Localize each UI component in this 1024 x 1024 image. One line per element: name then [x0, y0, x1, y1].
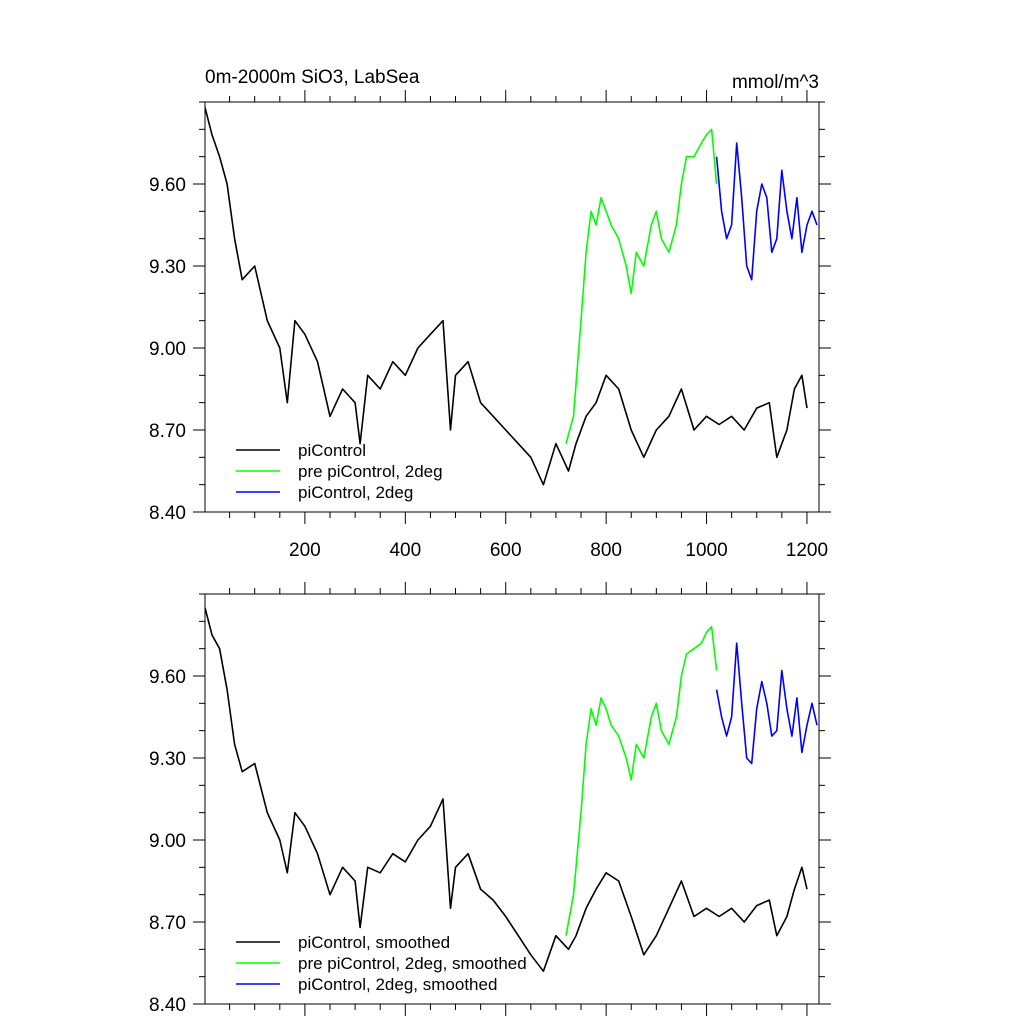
chart-title: 0m-2000m SiO3, LabSea [205, 67, 420, 88]
y-tick-label: 9.00 [149, 339, 186, 360]
legend: piControl pre piControl, 2deg piControl, 2… [236, 441, 443, 502]
plot-frame [204, 101, 820, 513]
chart-panel-bottom: 8.40 8.70 9.00 9.30 9.60 piControl, smoothed… [149, 582, 831, 1016]
x-tick-label: 1200 [786, 540, 828, 561]
series-lines [205, 607, 818, 972]
axis-ticks [193, 90, 831, 524]
y-tick-labels: 8.40 8.70 9.00 9.30 9.60 [149, 175, 186, 524]
y-tick-label: 8.70 [149, 421, 186, 442]
y-tick-label: 8.70 [149, 913, 186, 934]
legend-label: piControl, 2deg, smoothed [298, 975, 497, 994]
x-tick-label: 800 [590, 540, 622, 561]
axis-ticks [193, 582, 831, 1016]
x-tick-label: 200 [289, 540, 321, 561]
legend-label: piControl [298, 441, 366, 460]
y-tick-label: 8.40 [149, 995, 186, 1016]
legend-label: pre piControl, 2deg, smoothed [298, 954, 527, 973]
series-line-picontrol [205, 107, 808, 486]
plot-frame [204, 593, 820, 1005]
series-line-picontrol-2deg [715, 142, 818, 281]
series-line-picontrol-2deg-smoothed [715, 642, 818, 765]
legend-label: piControl, smoothed [298, 933, 450, 952]
x-tick-label: 600 [490, 540, 522, 561]
y-tick-label: 9.60 [149, 667, 186, 688]
chart-panel-top: 0m-2000m SiO3, LabSea mmol/m^3 8.40 8.70 9… [149, 67, 831, 561]
legend-label: piControl, 2deg [298, 483, 413, 502]
legend-label: pre piControl, 2deg [298, 462, 443, 481]
series-lines [205, 107, 818, 486]
units-label: mmol/m^3 [732, 72, 819, 93]
legend: piControl, smoothed pre piControl, 2deg, … [236, 933, 527, 994]
y-tick-label: 9.30 [149, 749, 186, 770]
series-line-pre-picontrol-2deg-smoothed [565, 626, 718, 936]
series-line-pre-picontrol-2deg [565, 128, 718, 444]
x-tick-labels: 200 400 600 800 1000 1200 [289, 540, 828, 561]
y-tick-label: 9.00 [149, 831, 186, 852]
y-tick-label: 9.60 [149, 175, 186, 196]
series-line-picontrol-smoothed [205, 607, 808, 972]
y-tick-label: 8.40 [149, 503, 186, 524]
x-tick-label: 1000 [685, 540, 727, 561]
x-tick-label: 400 [389, 540, 421, 561]
y-tick-labels: 8.40 8.70 9.00 9.30 9.60 [149, 667, 186, 1016]
y-tick-label: 9.30 [149, 257, 186, 278]
